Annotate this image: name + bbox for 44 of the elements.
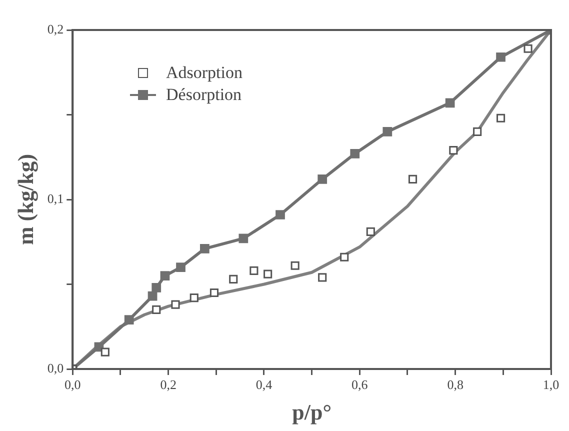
x-tick-label: 0,6: [352, 377, 368, 392]
x-tick-label: 0,0: [64, 377, 81, 392]
point: [318, 273, 327, 282]
x-tick-label: 0,4: [256, 377, 273, 392]
point: [408, 174, 418, 184]
point: [152, 305, 161, 314]
x-tick-label: 0,2: [160, 377, 176, 392]
point: [94, 342, 104, 352]
y-tick-label: 0,2: [47, 21, 64, 36]
point: [350, 149, 360, 158]
legend-label: Adsorption: [166, 62, 242, 84]
point: [366, 227, 375, 236]
point: [250, 266, 258, 275]
point: [148, 291, 158, 301]
y-tick-label: 0,1: [47, 190, 64, 206]
point: [449, 146, 458, 155]
point: [152, 282, 162, 292]
point: [496, 114, 506, 122]
point: [100, 348, 110, 356]
point: [210, 288, 219, 298]
point: [340, 252, 349, 262]
point: [318, 174, 328, 184]
x-tick-label: 0,8: [447, 377, 464, 392]
y-tick-label: 0,0: [47, 360, 64, 376]
point: [290, 261, 300, 270]
point: [171, 300, 180, 309]
point: [473, 127, 482, 136]
point: [382, 127, 392, 136]
point: [200, 244, 210, 254]
point: [238, 234, 248, 244]
point: [229, 274, 238, 284]
legend-label: Désorption: [166, 84, 242, 106]
x-tick-label: 1,0: [542, 377, 560, 392]
point: [496, 52, 506, 62]
point: [445, 98, 455, 108]
point: [276, 210, 285, 220]
point: [176, 262, 186, 272]
point: [124, 315, 134, 325]
point: [160, 271, 170, 280]
y-axis-title: m (kg/kg): [12, 154, 38, 246]
point: [190, 294, 198, 302]
point: [524, 44, 532, 53]
point: [264, 270, 272, 278]
x-axis-title: p/p°: [292, 399, 332, 424]
